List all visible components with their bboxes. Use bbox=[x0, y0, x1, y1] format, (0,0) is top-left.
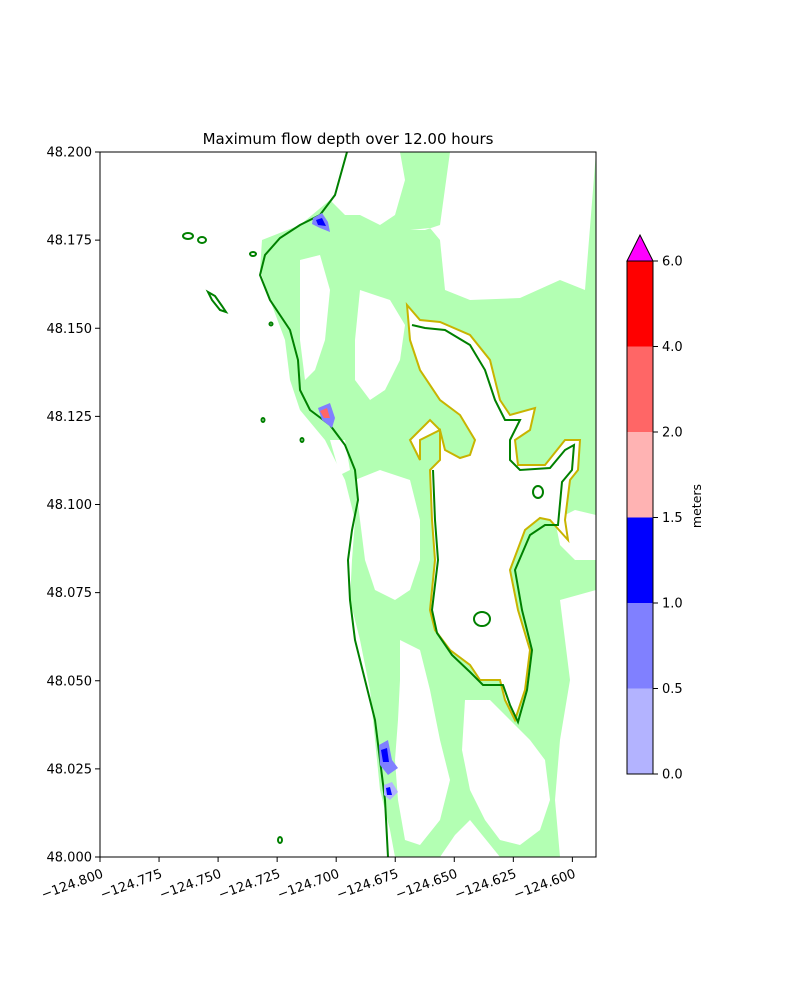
colorbar-extend-max bbox=[626, 233, 654, 262]
y-tick-label: 48.000 bbox=[47, 851, 93, 866]
inner-bay bbox=[405, 302, 582, 725]
y-tick-label: 48.050 bbox=[47, 674, 93, 689]
x-tick-label: −124.600 bbox=[512, 867, 578, 903]
colorbar-cell bbox=[627, 346, 653, 432]
x-tick-label: −124.700 bbox=[276, 867, 342, 903]
x-axis: −124.800−124.775−124.750−124.725−124.700… bbox=[39, 857, 578, 903]
x-tick-label: −124.725 bbox=[217, 867, 283, 903]
colorbar-tick-label: 0.5 bbox=[662, 682, 683, 697]
y-tick-label: 48.175 bbox=[47, 234, 93, 249]
water-areas bbox=[300, 152, 596, 857]
colorbar-tick-label: 4.0 bbox=[662, 340, 683, 355]
colorbar-cell bbox=[627, 688, 653, 774]
y-tick-label: 48.100 bbox=[47, 498, 93, 513]
y-tick-label: 48.025 bbox=[47, 762, 93, 777]
y-tick-label: 48.125 bbox=[47, 410, 93, 425]
colorbar-tick-label: 2.0 bbox=[662, 426, 683, 441]
colorbar-tick-label: 1.0 bbox=[662, 597, 683, 612]
x-tick-label: −124.625 bbox=[453, 867, 519, 903]
map-content bbox=[182, 152, 596, 857]
y-axis: 48.000 48.025 48.050 48.075 48.100 48.125 48.1… bbox=[47, 146, 100, 866]
x-tick-label: −124.800 bbox=[39, 867, 105, 903]
colorbar-cell bbox=[627, 432, 653, 518]
colorbar-tick-label: 1.5 bbox=[662, 511, 683, 526]
colorbar-cell bbox=[627, 261, 653, 347]
map-axes bbox=[99, 151, 597, 858]
colorbar: 0.0 0.5 1.0 1.5 2.0 4.0 6.0 meters bbox=[626, 233, 704, 783]
x-tick-label: −124.775 bbox=[99, 867, 165, 903]
flow-depth-patches bbox=[312, 213, 398, 800]
colorbar-tick-label: 6.0 bbox=[662, 255, 683, 270]
plot-title: Maximum flow depth over 12.00 hours bbox=[203, 130, 494, 148]
x-tick-label: −124.650 bbox=[394, 867, 460, 903]
y-tick-label: 48.200 bbox=[47, 146, 93, 161]
colorbar-cell bbox=[627, 517, 653, 603]
x-tick-label: −124.750 bbox=[158, 867, 224, 903]
colorbar-cell bbox=[627, 603, 653, 689]
y-tick-label: 48.075 bbox=[47, 586, 93, 601]
offshore-islands bbox=[182, 232, 305, 844]
y-tick-label: 48.150 bbox=[47, 322, 93, 337]
x-tick-label: −124.675 bbox=[335, 867, 401, 903]
colorbar-tick-label: 0.0 bbox=[662, 768, 683, 783]
colorbar-label: meters bbox=[689, 484, 704, 528]
